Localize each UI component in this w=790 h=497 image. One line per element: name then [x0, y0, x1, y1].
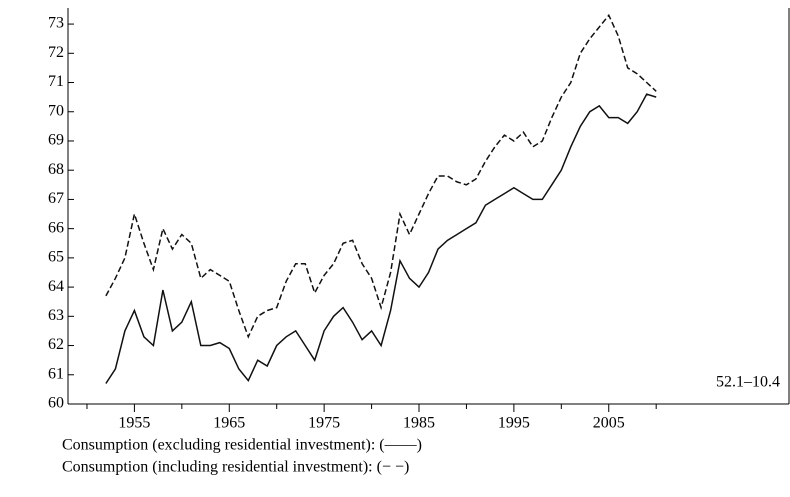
x-tick-label: 1975: [308, 415, 340, 432]
legend-entry: Consumption (including residential inves…: [62, 459, 409, 476]
y-tick-label: 70: [48, 102, 64, 119]
y-tick-label: 61: [48, 365, 64, 382]
x-tick-label: 2005: [593, 415, 625, 432]
y-tick-label: 63: [48, 307, 64, 324]
y-tick-label: 60: [48, 395, 64, 412]
x-tick-label: 1985: [403, 415, 435, 432]
y-tick-label: 68: [48, 161, 64, 178]
y-tick-label: 66: [48, 219, 64, 236]
series-line: [105, 13, 657, 339]
annotation: 52.1–10.4: [716, 374, 780, 391]
y-tick-label: 65: [48, 249, 64, 266]
y-tick-label: 69: [48, 132, 64, 149]
y-tick-label: 64: [48, 278, 64, 295]
x-tick-label: 1955: [118, 415, 150, 432]
y-tick-label: 73: [48, 15, 64, 32]
y-tick-label: 67: [48, 190, 64, 207]
legend-entry: Consumption (excluding residential inves…: [62, 437, 422, 454]
y-tick-label: 71: [48, 73, 64, 90]
y-tick-label: 72: [48, 44, 64, 61]
x-tick-label: 1965: [213, 415, 245, 432]
x-tick-label: 1995: [498, 415, 530, 432]
y-tick-label: 62: [48, 336, 64, 353]
series-line: [105, 93, 657, 384]
